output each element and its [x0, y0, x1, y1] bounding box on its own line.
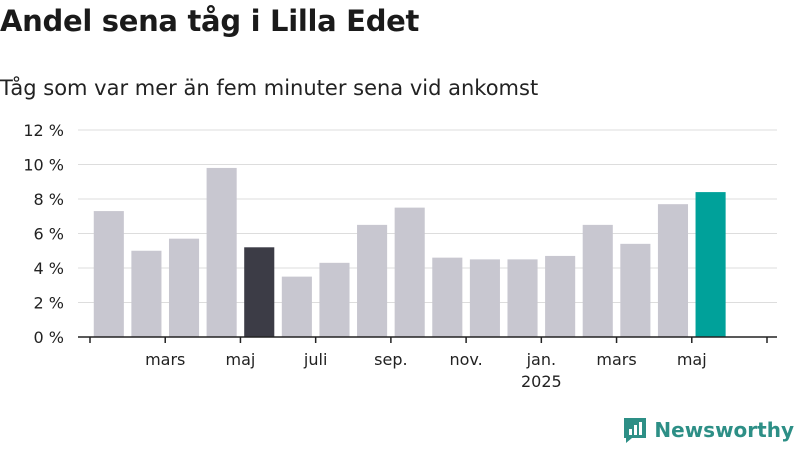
y-tick-label: 2 % — [34, 294, 64, 313]
bar — [620, 243, 651, 337]
x-tick-label: mars — [596, 350, 636, 369]
y-tick-label: 4 % — [34, 259, 64, 278]
bar — [582, 224, 613, 337]
bar — [357, 224, 388, 337]
bar — [168, 238, 200, 337]
bar — [93, 211, 124, 337]
bar — [394, 207, 425, 337]
bar — [507, 259, 538, 337]
bar — [432, 257, 463, 337]
y-tick-label: 6 % — [34, 225, 64, 244]
x-tick-label: maj — [226, 350, 256, 369]
x-tick-label: juli — [303, 350, 327, 369]
brand-logo: Newsworthy — [622, 416, 794, 444]
x-tick-label: sep. — [374, 350, 407, 369]
x-tick-label: jan. — [526, 350, 556, 369]
y-tick-label: 10 % — [23, 156, 64, 175]
chart-title: Andel sena tåg i Lilla Edet — [0, 4, 420, 38]
x-tick-label: mars — [145, 350, 185, 369]
bar — [206, 167, 237, 337]
y-tick-label: 8 % — [34, 190, 64, 209]
bar — [131, 250, 162, 337]
bar — [244, 247, 275, 337]
y-tick-label: 12 % — [23, 121, 64, 140]
x-tick-label: nov. — [449, 350, 482, 369]
bar — [695, 192, 726, 337]
brand-name: Newsworthy — [654, 418, 794, 442]
x-tick-label-year: 2025 — [521, 372, 562, 391]
bar — [657, 204, 689, 337]
y-tick-label: 0 % — [34, 328, 64, 347]
chart-subtitle: Tåg som var mer än fem minuter sena vid … — [0, 76, 539, 100]
x-tick-label: maj — [677, 350, 707, 369]
bar — [545, 255, 576, 337]
bar — [281, 276, 312, 337]
newsworthy-logo-icon — [624, 418, 647, 443]
bar — [319, 262, 350, 337]
bar — [469, 259, 500, 337]
